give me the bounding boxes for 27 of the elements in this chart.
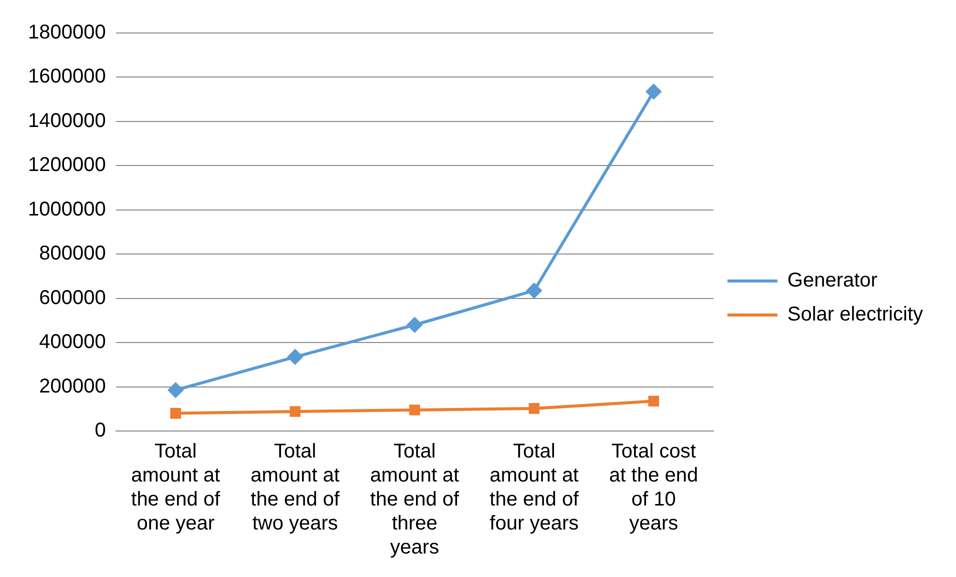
y-tick-label: 600000 xyxy=(39,286,106,309)
x-tick-label: Total amount at the end of two years xyxy=(250,440,340,535)
point xyxy=(407,317,422,332)
x-tick-label: Total amount at the end of one year xyxy=(131,440,221,535)
y-tick-label: 400000 xyxy=(39,331,106,354)
y-tick-label: 0 xyxy=(94,420,106,442)
y-tick-label: 1000000 xyxy=(28,198,106,220)
point xyxy=(646,84,662,100)
point xyxy=(168,382,184,398)
point xyxy=(409,404,420,416)
point xyxy=(528,403,540,414)
y-tick-label: 800000 xyxy=(39,242,106,265)
y-tick-label: 1400000 xyxy=(28,110,106,132)
y-tick-label: 200000 xyxy=(39,375,106,398)
x-tick-label: Total cost at the end of 10 years xyxy=(609,440,698,535)
point xyxy=(648,396,660,407)
point xyxy=(170,408,182,419)
legend-label: Solar electricity xyxy=(787,304,924,326)
x-tick-label: Total amount at the end of three years xyxy=(370,440,460,559)
point xyxy=(526,283,542,298)
x-tick-label: Total amount at the end of four years xyxy=(490,440,580,535)
y-tick-label: 1800000 xyxy=(28,22,106,44)
point xyxy=(288,349,303,364)
y-tick-label: 1200000 xyxy=(28,154,106,176)
y-tick-label: 1600000 xyxy=(28,66,106,88)
point xyxy=(290,406,301,417)
legend-label: Generator xyxy=(787,270,878,292)
